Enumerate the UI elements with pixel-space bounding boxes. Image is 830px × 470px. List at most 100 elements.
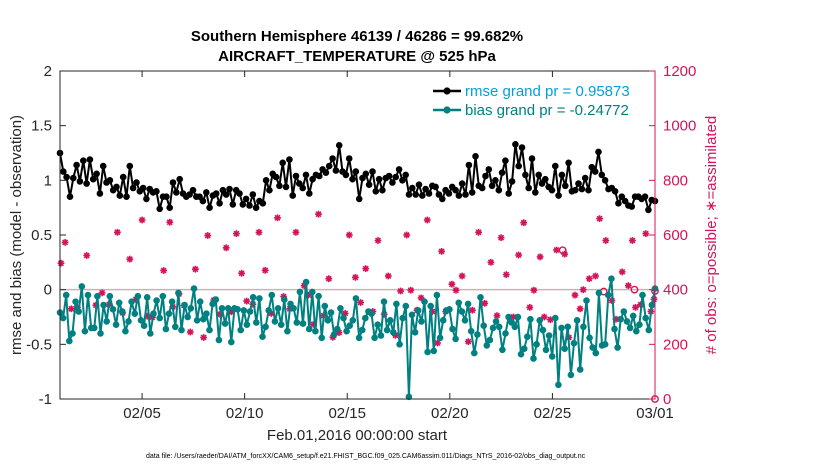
bias-point (418, 318, 425, 325)
obs-assimilated-marker (238, 269, 246, 277)
obs-assimilated-marker (98, 289, 106, 297)
bias-point (277, 321, 285, 329)
rmse-point (372, 188, 380, 195)
rmse-point (379, 186, 386, 194)
y-tick-label: 0 (44, 282, 52, 299)
bias-point (234, 306, 241, 313)
bias-point (573, 317, 581, 324)
rmse-point (299, 184, 307, 192)
rmse-point (488, 182, 496, 190)
bias-point (380, 298, 388, 306)
rmse-point (515, 162, 522, 170)
obs-assimilated-marker (468, 306, 476, 314)
obs-assimilated-marker (585, 275, 593, 283)
bias-point (642, 314, 649, 322)
bias-point (580, 323, 587, 331)
rmse-point (236, 190, 243, 197)
bias-point (309, 288, 316, 296)
rmse-point (518, 144, 526, 151)
y-tick-label: -1 (39, 391, 52, 408)
x-tick-label: 02/15 (328, 405, 366, 422)
bias-point (315, 292, 322, 300)
obs-assimilated-marker (632, 303, 639, 311)
obs-assimilated-marker (540, 313, 548, 321)
bias-point (330, 331, 338, 338)
obs-asterisk-stroke (586, 275, 593, 282)
obs-asterisk-stroke (418, 294, 425, 301)
chart-title: Southern Hemisphere 46139 / 46286 = 99.6… (191, 28, 523, 45)
marks-layer (56, 141, 659, 403)
rmse-point (163, 193, 170, 200)
obs-assimilated-marker (138, 216, 146, 224)
bias-point (552, 314, 559, 322)
rmse-point (392, 173, 400, 181)
bias-point (343, 327, 350, 335)
rmse-point (345, 155, 353, 162)
obs-asterisk-stroke (204, 232, 211, 239)
bias-point (128, 298, 135, 306)
obs-asterisk-stroke (515, 251, 522, 259)
obs-asterisk-stroke (452, 287, 460, 294)
rmse-point (478, 184, 486, 192)
legend-rmse-label: rmse grand pr = 0.95873 (465, 83, 630, 100)
obs-assimilated-marker (222, 244, 230, 252)
rmse-point (508, 178, 516, 185)
bias-point (489, 324, 497, 332)
bias-point (259, 333, 266, 341)
bias-point (103, 318, 110, 325)
bias-point (617, 315, 624, 323)
bias-point (302, 278, 310, 286)
obs-assimilated-marker (351, 273, 359, 281)
legend-bias-marker (443, 106, 451, 114)
obs-asterisk-stroke (625, 282, 632, 289)
obs-asterisk-stroke (475, 229, 482, 236)
rmse-point (282, 183, 290, 191)
bias-point (224, 305, 232, 312)
rmse-point (548, 186, 556, 194)
rmse-point (242, 195, 250, 203)
bias-point (396, 341, 403, 348)
obs-possible-marker (558, 246, 567, 255)
bias-point (293, 319, 301, 326)
rmse-point (415, 181, 423, 188)
obs-asterisk-stroke (160, 267, 167, 274)
bias-point (499, 346, 506, 354)
obs-assimilated-marker (204, 232, 212, 239)
obs-asterisk-stroke (200, 334, 207, 341)
bias-point (648, 301, 656, 309)
bias-point (327, 309, 335, 316)
obs-asterisk-stroke (577, 305, 584, 312)
bias-point (592, 349, 600, 357)
rmse-point (239, 201, 247, 208)
bias-point (467, 327, 475, 335)
rmse-point (375, 175, 383, 183)
rmse-point (615, 200, 622, 207)
obs-asterisk-stroke (99, 289, 106, 296)
bias-point (178, 326, 185, 334)
chart-subtitle: AIRCRAFT_TEMPERATURE @ 525 hPa (218, 48, 496, 65)
rmse-point (119, 173, 127, 181)
obs-asterisk-stroke (469, 307, 476, 314)
obs-asterisk-stroke (57, 260, 65, 267)
bias-point (539, 326, 547, 334)
bias-point (346, 322, 354, 330)
bias-point (424, 348, 431, 356)
rmse-point (412, 191, 420, 198)
obs-asterisk-stroke (487, 259, 494, 266)
rmse-point (405, 191, 413, 198)
bias-point (605, 291, 612, 299)
y2-axis-label: # of obs: o=possible; ∗=assimilated (703, 116, 720, 355)
rmse-point (581, 174, 589, 182)
obs-assimilated-marker (493, 312, 501, 320)
rmse-point (628, 203, 635, 210)
obs-asterisk-stroke (629, 237, 636, 244)
bias-point (623, 318, 631, 325)
bias-point (181, 301, 188, 309)
x-axis-label: Feb.01,2016 00:00:00 start (267, 427, 448, 444)
rmse-point (143, 195, 150, 203)
bias-point (271, 318, 279, 325)
bias-point (190, 285, 198, 292)
bias-point (636, 321, 643, 329)
obs-asterisk-stroke (632, 304, 639, 311)
